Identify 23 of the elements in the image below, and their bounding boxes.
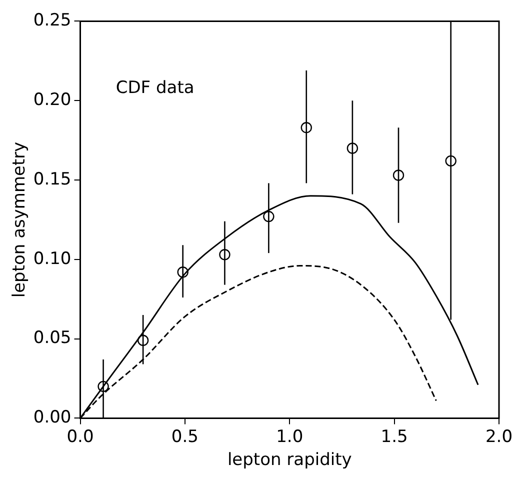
x-tick-label: 0.0 [66, 426, 94, 447]
point [137, 334, 149, 346]
point [300, 122, 312, 134]
annotation: CDF data [116, 78, 194, 98]
y-tick-label: 0.00 [33, 408, 72, 428]
y-tick-label: 0.20 [33, 90, 72, 110]
y-tick-label: 0.05 [33, 328, 72, 348]
point [263, 210, 274, 222]
point [177, 266, 188, 278]
x-tick-label: 1.5 [380, 426, 408, 447]
point [392, 170, 404, 181]
x-tick-label: 0.5 [171, 426, 198, 447]
y-axis-title: lepton asymmetry [10, 142, 30, 298]
x-tick-label: 1.0 [276, 426, 304, 447]
y-tick-label: 0.25 [33, 10, 72, 31]
x-tick-label: 2.0 [485, 426, 513, 447]
y-tick-label: 0.10 [33, 248, 72, 269]
point [346, 142, 358, 154]
x-axis-title: lepton rapidity [227, 450, 352, 470]
y-tick-label: 0.15 [33, 169, 72, 190]
point [219, 249, 230, 260]
point [445, 155, 456, 167]
point [98, 380, 109, 392]
